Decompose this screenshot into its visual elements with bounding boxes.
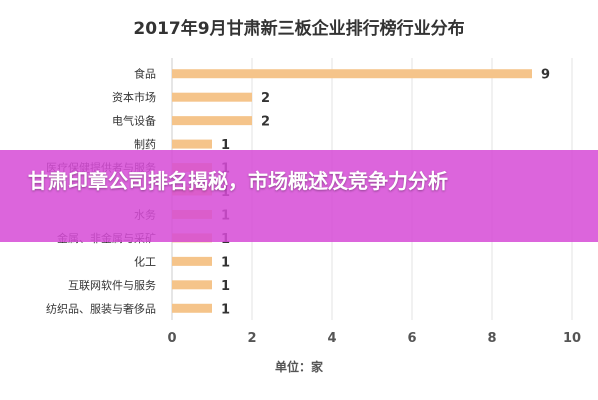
x-axis-label: 单位：家	[274, 360, 323, 374]
category-label-1: 资本市场	[112, 90, 156, 104]
headline-banner: 甘肃印章公司排名揭秘，市场概述及竞争力分析	[0, 150, 598, 242]
category-label-3: 制药	[134, 138, 156, 151]
value-label-10: 1	[221, 302, 230, 317]
x-tick-label-0: 0	[167, 331, 176, 346]
value-label-8: 1	[221, 255, 230, 270]
x-tick-label-2: 4	[327, 331, 336, 346]
value-label-0: 9	[541, 68, 550, 83]
category-label-9: 互联网软件与服务	[68, 278, 156, 292]
bar-10	[172, 303, 212, 313]
bar-8	[172, 256, 212, 266]
x-tick-label-4: 8	[487, 331, 496, 346]
value-label-1: 2	[261, 91, 270, 106]
chart-title: 2017年9月甘肃新三板企业排行榜行业分布	[133, 19, 465, 39]
x-tick-label-3: 6	[407, 331, 416, 346]
headline-text: 甘肃印章公司排名揭秘，市场概述及竞争力分析	[28, 169, 448, 193]
category-label-0: 食品	[134, 67, 156, 81]
value-label-2: 2	[261, 115, 270, 130]
bar-1	[172, 92, 252, 102]
bar-2	[172, 116, 252, 126]
category-label-2: 电气设备	[112, 114, 156, 128]
bar-0	[172, 69, 532, 79]
category-label-8: 化工	[134, 254, 156, 268]
value-label-9: 1	[221, 279, 230, 294]
category-label-10: 纺织品、服装与奢侈品	[46, 301, 156, 315]
x-tick-label-5: 10	[563, 331, 581, 346]
value-label-3: 1	[221, 138, 230, 153]
bar-9	[172, 280, 212, 290]
x-tick-label-1: 2	[247, 331, 256, 346]
bar-3	[172, 139, 212, 149]
